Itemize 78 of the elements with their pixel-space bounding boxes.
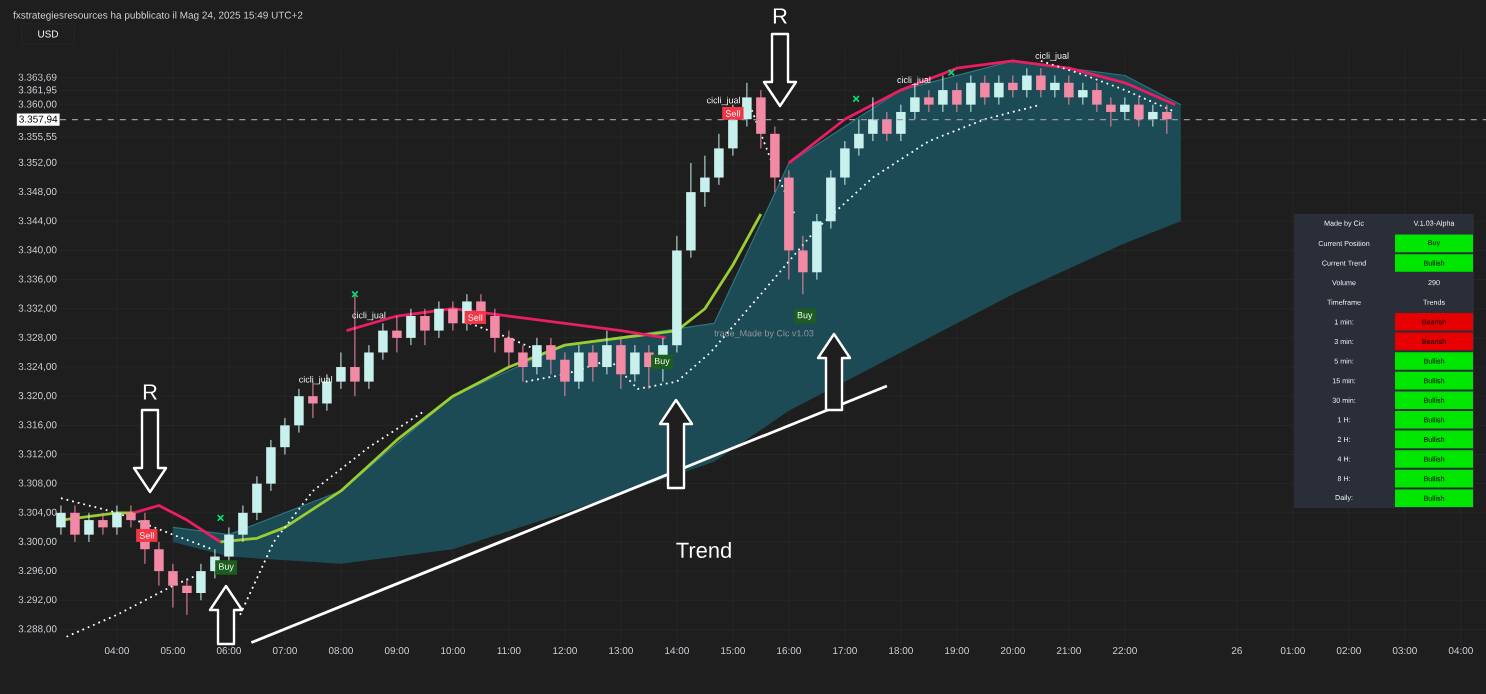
candlestick	[364, 344, 374, 390]
candlestick	[798, 235, 808, 295]
candlestick	[742, 82, 752, 128]
candlestick	[1106, 96, 1116, 128]
candlestick	[182, 577, 192, 616]
text: R	[773, 8, 787, 24]
candlestick	[994, 75, 1004, 106]
candlestick	[868, 96, 878, 142]
candlestick	[882, 111, 892, 142]
candlestick	[238, 505, 248, 543]
candlestick	[70, 505, 80, 543]
candlestick	[756, 89, 766, 149]
candlestick	[1148, 104, 1158, 128]
candlestick	[952, 82, 962, 113]
candlestick	[434, 300, 444, 339]
candlestick	[1092, 82, 1102, 113]
candlestick	[336, 351, 346, 390]
line-series	[219, 212, 763, 544]
candlestick	[980, 75, 990, 106]
candlestick	[560, 351, 570, 397]
annotation: R	[143, 384, 157, 400]
candlestick	[588, 344, 598, 383]
candlestick	[1036, 67, 1046, 98]
candlestick	[896, 104, 906, 142]
candlestick	[168, 563, 178, 609]
candlestick	[420, 308, 430, 346]
candlestick	[518, 344, 528, 383]
candlestick	[406, 308, 416, 346]
candlestick	[910, 82, 920, 120]
candlestick	[280, 417, 290, 455]
line-series	[345, 307, 668, 340]
candlestick	[602, 330, 612, 375]
candlestick	[504, 330, 514, 368]
candlestick	[392, 315, 402, 353]
candlestick	[1064, 75, 1074, 106]
candlestick	[112, 505, 122, 536]
candlestick	[1050, 75, 1060, 98]
annotation: Trend	[676, 541, 731, 559]
line-series	[787, 59, 1177, 165]
candlestick	[574, 344, 584, 390]
candlestick	[700, 155, 710, 208]
candlestick	[1134, 96, 1144, 128]
line-series	[60, 497, 214, 551]
candlestick	[546, 337, 556, 375]
candlestick	[56, 505, 66, 536]
candlestick	[98, 512, 108, 536]
candlestick	[84, 512, 94, 543]
candlestick	[714, 133, 724, 186]
candlestick	[196, 563, 206, 601]
candlestick	[448, 300, 458, 332]
candlestick	[1120, 96, 1130, 120]
candlestick	[938, 75, 948, 113]
point	[351, 290, 359, 298]
candlestick	[378, 322, 388, 361]
candlestick	[532, 337, 542, 375]
candlestick	[224, 526, 234, 565]
candlestick	[616, 337, 626, 390]
candlestick	[1008, 75, 1018, 98]
candlestick	[924, 89, 934, 113]
candlestick	[770, 126, 780, 193]
candlestick	[966, 75, 976, 113]
candlestick	[266, 439, 276, 492]
line-series	[1039, 60, 1177, 113]
point	[852, 95, 860, 103]
candlestick	[1078, 82, 1088, 106]
candlestick	[840, 140, 850, 186]
candlestick	[826, 169, 836, 230]
candlestick	[1162, 104, 1172, 135]
candlestick	[490, 308, 500, 353]
candlestick	[1022, 67, 1032, 98]
candlestick	[630, 344, 640, 383]
candlestick	[154, 541, 164, 587]
candlestick	[252, 475, 262, 521]
candlestick	[294, 388, 304, 434]
candlestick	[126, 505, 136, 528]
candlestick	[854, 118, 864, 157]
line-series	[524, 103, 1042, 390]
candlestick	[308, 381, 318, 419]
